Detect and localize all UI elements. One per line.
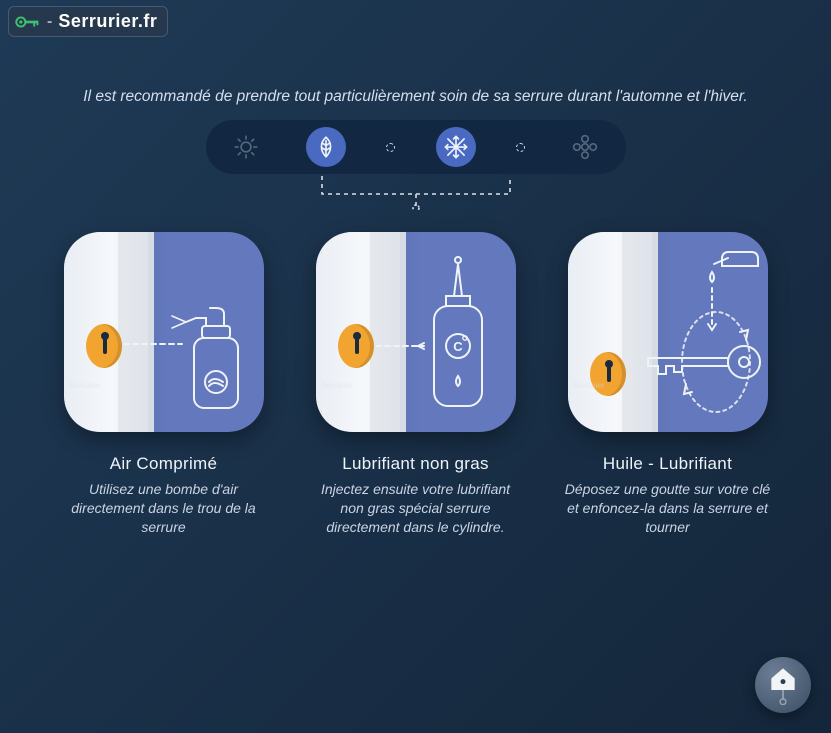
svg-text:C: C: [453, 339, 463, 354]
card-desc: Injectez ensuite votre lubrifiant non gr…: [311, 480, 521, 537]
season-autumn: [306, 127, 346, 167]
card-title: Lubrifiant non gras: [342, 454, 489, 474]
card-lube: Serrurier C Lubrifiant non gras Injectez…: [311, 232, 521, 537]
brand-badge: - Serrurier.fr: [8, 6, 168, 37]
season-dot-1: [386, 143, 395, 152]
season-brace: [316, 176, 516, 210]
season-winter: [436, 127, 476, 167]
card-oil: Serrurier: [563, 232, 773, 537]
card-desc: Déposez une goutte sur votre clé et enfo…: [563, 480, 773, 537]
house-key-icon: [766, 665, 800, 705]
card-title: Air Comprimé: [110, 454, 218, 474]
season-spring: [565, 127, 605, 167]
brand-dash: -: [47, 13, 52, 31]
key-icon: [15, 13, 41, 31]
oil-key-icon: [618, 242, 768, 422]
card-title: Huile - Lubrifiant: [603, 454, 732, 474]
card-air: Serrurier Air Comprimé Utilisez une bomb…: [59, 232, 269, 537]
brand-text: Serrurier.fr: [58, 11, 157, 32]
season-selector: [206, 120, 626, 174]
air-can-icon: [124, 292, 254, 412]
tile-lube: Serrurier C: [316, 232, 516, 432]
corner-badge: [755, 657, 811, 713]
card-desc: Utilisez une bombe d'air directement dan…: [59, 480, 269, 537]
tile-oil: Serrurier: [568, 232, 768, 432]
cards-row: Serrurier Air Comprimé Utilisez une bomb…: [0, 232, 831, 537]
intro-text: Il est recommandé de prendre tout partic…: [0, 88, 831, 106]
lube-bottle-icon: C: [376, 246, 506, 426]
tile-air: Serrurier: [64, 232, 264, 432]
season-sun: [226, 127, 266, 167]
season-dot-2: [516, 143, 525, 152]
